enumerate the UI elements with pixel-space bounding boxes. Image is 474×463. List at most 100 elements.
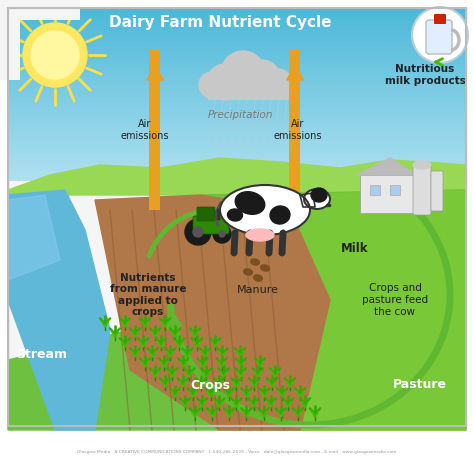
FancyBboxPatch shape xyxy=(149,50,161,210)
Circle shape xyxy=(412,7,468,63)
Circle shape xyxy=(221,51,265,95)
FancyBboxPatch shape xyxy=(8,111,466,116)
Ellipse shape xyxy=(228,209,243,221)
FancyBboxPatch shape xyxy=(8,55,466,60)
FancyBboxPatch shape xyxy=(370,185,380,195)
Polygon shape xyxy=(8,190,110,430)
Circle shape xyxy=(213,225,231,243)
FancyBboxPatch shape xyxy=(8,137,466,142)
Ellipse shape xyxy=(304,189,330,209)
Polygon shape xyxy=(287,65,303,80)
FancyBboxPatch shape xyxy=(8,73,466,77)
Ellipse shape xyxy=(413,161,431,169)
Text: Glasgow Media   A CREATIVE COMMUNICATIONS COMPANY   1-540-286-2539 - Voice   dal: Glasgow Media A CREATIVE COMMUNICATIONS … xyxy=(77,450,397,454)
Ellipse shape xyxy=(220,185,310,235)
FancyBboxPatch shape xyxy=(290,80,301,210)
FancyBboxPatch shape xyxy=(8,107,466,112)
FancyBboxPatch shape xyxy=(8,64,466,69)
FancyBboxPatch shape xyxy=(8,30,466,34)
FancyBboxPatch shape xyxy=(0,0,20,80)
FancyBboxPatch shape xyxy=(8,141,466,146)
Polygon shape xyxy=(8,195,60,280)
FancyBboxPatch shape xyxy=(8,171,466,176)
FancyBboxPatch shape xyxy=(360,175,415,213)
Text: Dairy Farm Nutrient Cycle: Dairy Farm Nutrient Cycle xyxy=(109,14,331,30)
Circle shape xyxy=(244,60,280,96)
FancyBboxPatch shape xyxy=(8,115,466,120)
Text: Crops: Crops xyxy=(190,378,230,392)
Polygon shape xyxy=(280,190,466,430)
FancyBboxPatch shape xyxy=(8,47,466,51)
FancyBboxPatch shape xyxy=(434,14,446,24)
FancyBboxPatch shape xyxy=(8,60,466,64)
FancyBboxPatch shape xyxy=(390,185,400,195)
FancyBboxPatch shape xyxy=(8,17,466,21)
FancyBboxPatch shape xyxy=(8,133,466,138)
Text: Air
emissions: Air emissions xyxy=(121,119,169,141)
FancyBboxPatch shape xyxy=(208,82,292,100)
FancyBboxPatch shape xyxy=(193,216,229,234)
Circle shape xyxy=(31,31,79,79)
Text: Milk: Milk xyxy=(341,242,369,255)
FancyBboxPatch shape xyxy=(8,34,466,38)
Ellipse shape xyxy=(244,269,253,275)
Text: Nutrients
from manure
applied to
crops: Nutrients from manure applied to crops xyxy=(110,273,186,318)
FancyBboxPatch shape xyxy=(8,158,466,163)
FancyBboxPatch shape xyxy=(431,171,443,211)
FancyBboxPatch shape xyxy=(0,0,80,20)
Ellipse shape xyxy=(311,188,327,202)
FancyBboxPatch shape xyxy=(8,85,466,90)
FancyBboxPatch shape xyxy=(8,77,466,81)
FancyBboxPatch shape xyxy=(8,13,466,17)
Polygon shape xyxy=(8,158,466,195)
Circle shape xyxy=(207,64,243,100)
Text: Precipitation: Precipitation xyxy=(207,110,273,120)
FancyBboxPatch shape xyxy=(8,150,466,155)
Circle shape xyxy=(193,227,203,237)
FancyBboxPatch shape xyxy=(8,8,466,426)
FancyBboxPatch shape xyxy=(8,51,466,56)
FancyBboxPatch shape xyxy=(8,81,466,86)
Text: Crops and
pasture feed
the cow: Crops and pasture feed the cow xyxy=(362,283,428,317)
Circle shape xyxy=(185,219,211,245)
Ellipse shape xyxy=(246,229,274,241)
FancyBboxPatch shape xyxy=(149,80,161,210)
FancyBboxPatch shape xyxy=(426,20,452,54)
Ellipse shape xyxy=(270,206,290,224)
FancyBboxPatch shape xyxy=(8,167,466,172)
FancyBboxPatch shape xyxy=(8,145,466,150)
Polygon shape xyxy=(8,190,466,430)
FancyBboxPatch shape xyxy=(8,21,466,26)
FancyBboxPatch shape xyxy=(8,8,466,13)
Ellipse shape xyxy=(251,259,259,265)
FancyBboxPatch shape xyxy=(8,38,466,43)
FancyBboxPatch shape xyxy=(197,207,215,221)
FancyBboxPatch shape xyxy=(8,120,466,125)
Text: Air
emissions: Air emissions xyxy=(274,119,322,141)
FancyBboxPatch shape xyxy=(8,163,466,168)
Polygon shape xyxy=(147,65,163,80)
FancyBboxPatch shape xyxy=(8,98,466,103)
Text: Pasture: Pasture xyxy=(393,378,447,392)
FancyBboxPatch shape xyxy=(8,128,466,133)
Text: Manure: Manure xyxy=(237,285,279,295)
FancyBboxPatch shape xyxy=(8,90,466,94)
Ellipse shape xyxy=(254,275,263,281)
FancyBboxPatch shape xyxy=(8,124,466,129)
Polygon shape xyxy=(357,158,417,175)
Circle shape xyxy=(23,23,87,87)
Circle shape xyxy=(199,72,225,98)
FancyBboxPatch shape xyxy=(8,68,466,73)
FancyBboxPatch shape xyxy=(413,163,431,215)
Text: Nutritious
milk products: Nutritious milk products xyxy=(384,64,465,86)
FancyBboxPatch shape xyxy=(8,175,466,181)
FancyBboxPatch shape xyxy=(8,103,466,107)
Ellipse shape xyxy=(235,192,265,214)
Ellipse shape xyxy=(261,265,269,271)
FancyBboxPatch shape xyxy=(8,154,466,159)
Polygon shape xyxy=(95,195,330,430)
Circle shape xyxy=(264,69,292,97)
FancyBboxPatch shape xyxy=(8,43,466,47)
FancyBboxPatch shape xyxy=(8,25,466,30)
Polygon shape xyxy=(300,193,315,207)
